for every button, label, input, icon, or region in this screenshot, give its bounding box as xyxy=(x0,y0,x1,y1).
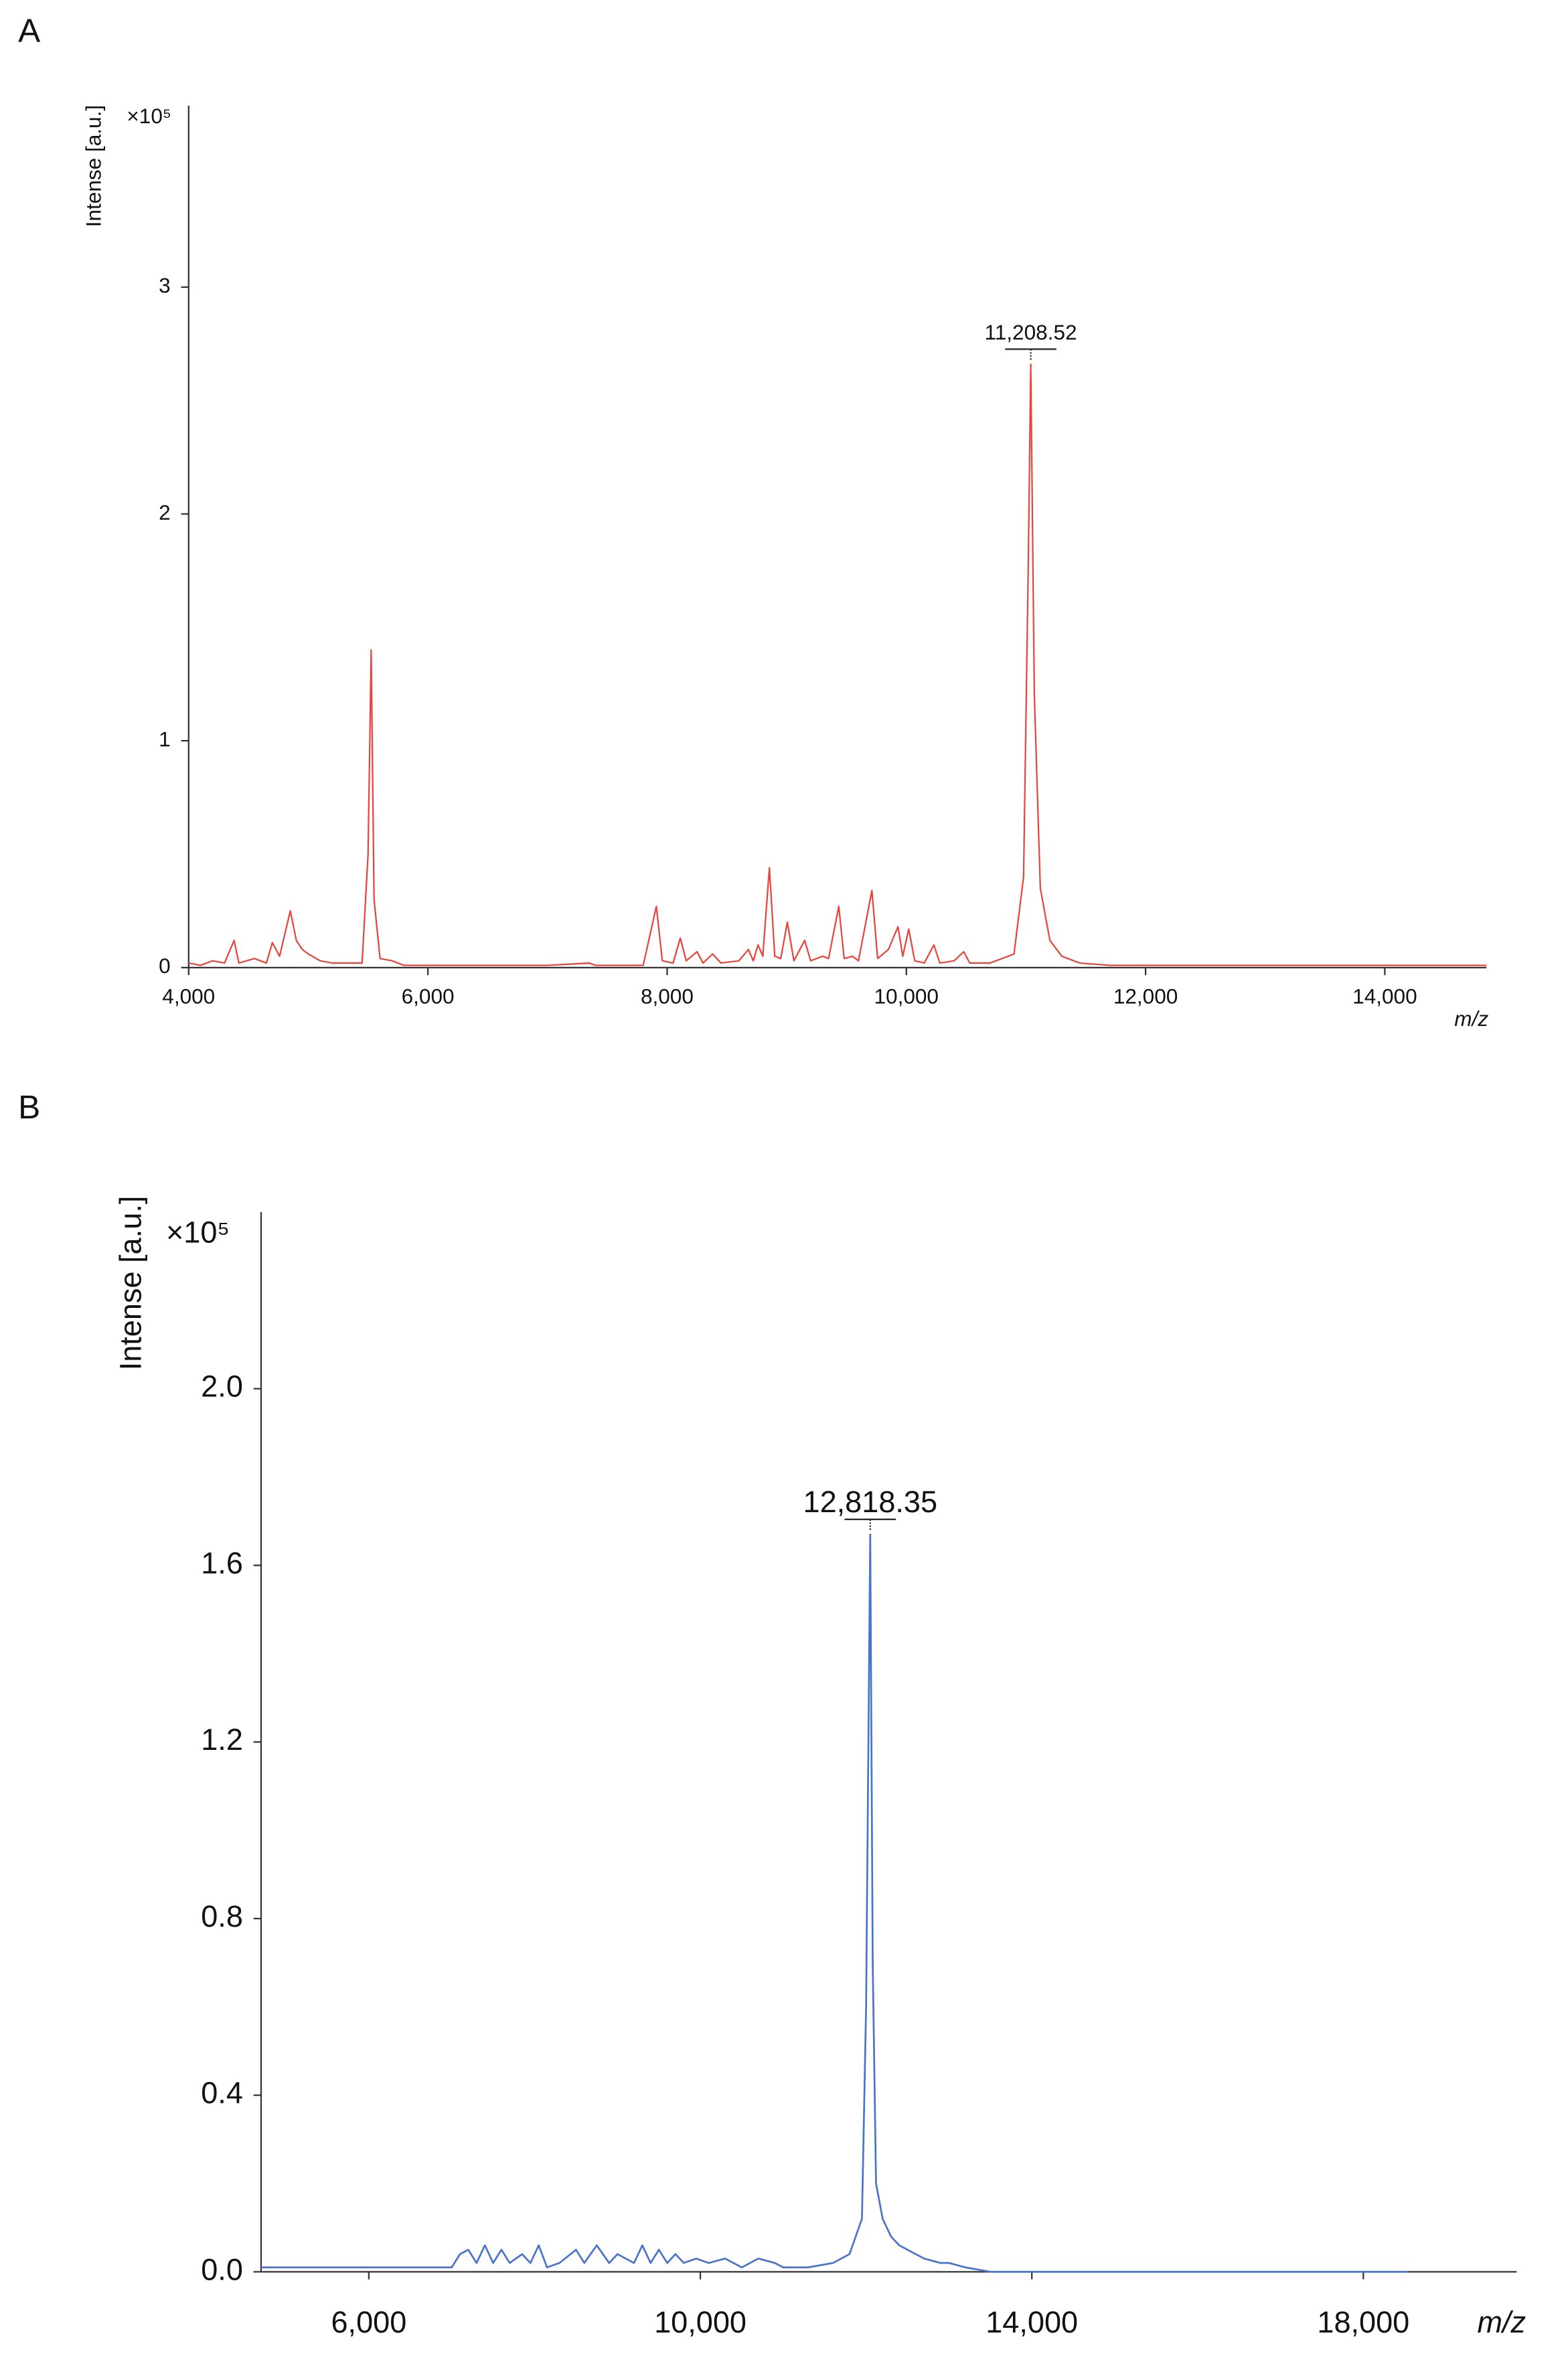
y-tick-label: 1 xyxy=(159,727,171,751)
y-axis-unit: ×10⁵ xyxy=(127,104,171,128)
panel-label: A xyxy=(18,12,40,50)
x-tick-label: 12,000 xyxy=(1113,984,1178,1008)
y-axis-unit: ×10⁵ xyxy=(166,1215,230,1250)
panel-label: B xyxy=(18,1088,40,1126)
y-axis-label: Intense [a.u.] xyxy=(113,1196,147,1371)
y-tick-label: 0.0 xyxy=(201,2252,243,2286)
y-tick-label: 0 xyxy=(159,954,171,978)
y-tick-label: 0.8 xyxy=(201,1899,243,1933)
x-tick-label: 6,000 xyxy=(331,2305,406,2339)
y-tick-label: 2 xyxy=(159,500,171,524)
x-axis-label: m/z xyxy=(1454,1007,1488,1031)
x-tick-label: 10,000 xyxy=(874,984,939,1008)
x-tick-label: 18,000 xyxy=(1317,2305,1409,2339)
spectrum-line xyxy=(188,363,1487,966)
x-tick-label: 10,000 xyxy=(654,2305,747,2339)
y-axis-label: Intense [a.u.] xyxy=(81,105,105,227)
x-tick-label: 4,000 xyxy=(162,984,215,1008)
x-axis-label: m/z xyxy=(1477,2305,1526,2339)
y-tick-label: 2.0 xyxy=(201,1370,243,1404)
spectrum-line xyxy=(260,1533,1409,2273)
x-tick-label: 6,000 xyxy=(402,984,455,1008)
y-tick-label: 0.4 xyxy=(201,2076,243,2110)
y-tick-label: 1.6 xyxy=(201,1546,243,1580)
x-tick-label: 14,000 xyxy=(1352,984,1417,1008)
peak-annotation: 11,208.52 xyxy=(985,320,1077,344)
peak-annotation: 12,818.35 xyxy=(803,1485,938,1519)
x-tick-label: 14,000 xyxy=(986,2305,1078,2339)
y-tick-label: 1.2 xyxy=(201,1722,243,1757)
x-tick-label: 8,000 xyxy=(641,984,694,1008)
y-tick-label: 3 xyxy=(159,273,171,297)
